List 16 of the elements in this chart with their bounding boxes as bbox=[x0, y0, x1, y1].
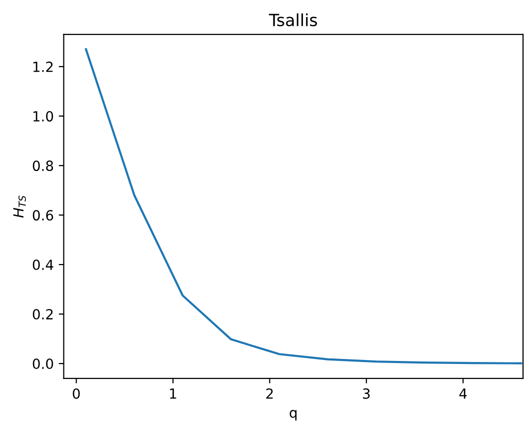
y-tick-label: 0.4 bbox=[32, 260, 54, 270]
y-tick-label: 0.6 bbox=[32, 210, 54, 221]
x-tick-label: 4 bbox=[459, 388, 467, 399]
y-tick-label: 0.8 bbox=[32, 160, 54, 172]
x-tick-label: 2 bbox=[266, 388, 273, 399]
x-axis-title: q bbox=[290, 410, 297, 421]
y-tick-label: 0.2 bbox=[32, 309, 53, 320]
x-tick-label: 0 bbox=[72, 388, 80, 399]
y-tick-label: 1.2 bbox=[33, 62, 53, 72]
y-tick-label: 0.0 bbox=[32, 358, 54, 370]
x-tick-label: 3 bbox=[363, 388, 370, 399]
chart-title: Tsallis bbox=[268, 13, 318, 26]
y-tick-label: 1.0 bbox=[33, 111, 54, 122]
line-series bbox=[84, 48, 522, 364]
x-tick-label: 1 bbox=[170, 388, 176, 399]
y-axis-title: H$_{TS}$ bbox=[13, 196, 26, 218]
